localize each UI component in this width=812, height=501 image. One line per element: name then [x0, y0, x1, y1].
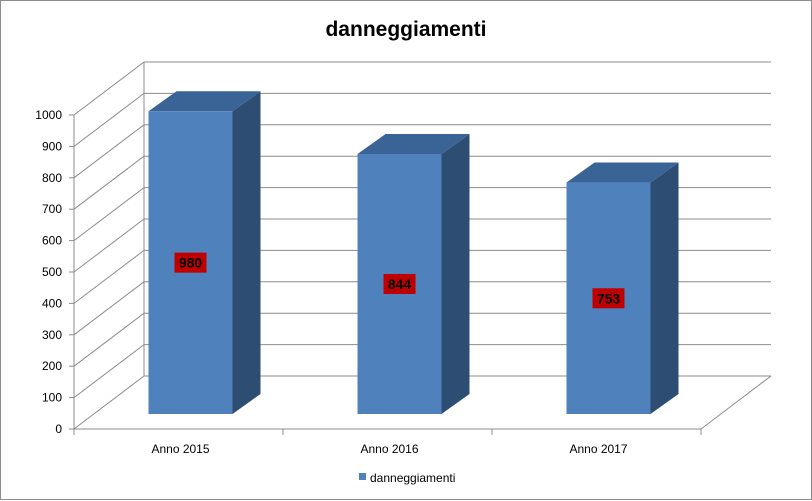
y-axis-tick-labels: 0 100 200 300 400 500 600 700 800 900 1000	[35, 108, 62, 436]
y-tick-label: 800	[42, 171, 62, 185]
gridline-diagonal	[73, 61, 145, 116]
data-label-box	[174, 252, 207, 273]
gridline-diagonal	[73, 187, 145, 241]
y-tick-label: 300	[42, 328, 62, 342]
bar-side	[650, 162, 679, 414]
data-label-box	[592, 288, 625, 309]
chart-title: danneggiamenti	[325, 18, 486, 41]
bars: 980 844 753	[148, 91, 679, 414]
legend: danneggiamenti	[359, 471, 455, 485]
bar: 844	[357, 133, 470, 414]
gridline-diagonal	[73, 124, 145, 179]
bar: 753	[566, 162, 679, 414]
bar-top	[566, 162, 679, 183]
data-label: 844	[388, 276, 412, 292]
floor-right-edge	[700, 375, 772, 430]
gridline-diagonal	[73, 344, 145, 398]
x-axis-category-labels: Anno 2015 Anno 2016 Anno 2017	[151, 442, 627, 456]
category-label: Anno 2017	[569, 442, 627, 456]
bar-top	[148, 91, 261, 112]
bar-side	[441, 133, 470, 414]
gridline-diagonal	[73, 375, 145, 430]
gridline-diagonal	[73, 312, 145, 367]
data-label-box	[383, 273, 416, 294]
data-label: 980	[179, 255, 203, 271]
gridline-diagonal	[73, 218, 145, 273]
y-tick-label: 400	[42, 296, 62, 310]
bar: 980	[148, 91, 261, 414]
y-tick-label: 900	[42, 139, 62, 153]
y-tick-label: 0	[55, 422, 62, 436]
gridline-diagonal	[73, 281, 145, 336]
x-axis	[73, 428, 702, 435]
y-tick-label: 100	[42, 391, 62, 405]
bar-side	[232, 91, 261, 414]
legend-swatch	[359, 473, 366, 480]
category-label: Anno 2016	[360, 442, 418, 456]
y-tick-label: 1000	[35, 108, 62, 122]
data-label: 753	[597, 290, 621, 306]
gridline-diagonal	[73, 250, 145, 304]
y-tick-label: 600	[42, 234, 62, 248]
gridline-diagonal	[73, 155, 145, 210]
y-tick-label: 700	[42, 202, 62, 216]
bar-top	[357, 133, 470, 154]
category-label: Anno 2015	[151, 442, 209, 456]
y-tick-label: 500	[42, 265, 62, 279]
legend-label: danneggiamenti	[370, 471, 455, 485]
y-tick-label: 200	[42, 359, 62, 373]
gridline-diagonal	[73, 93, 145, 147]
